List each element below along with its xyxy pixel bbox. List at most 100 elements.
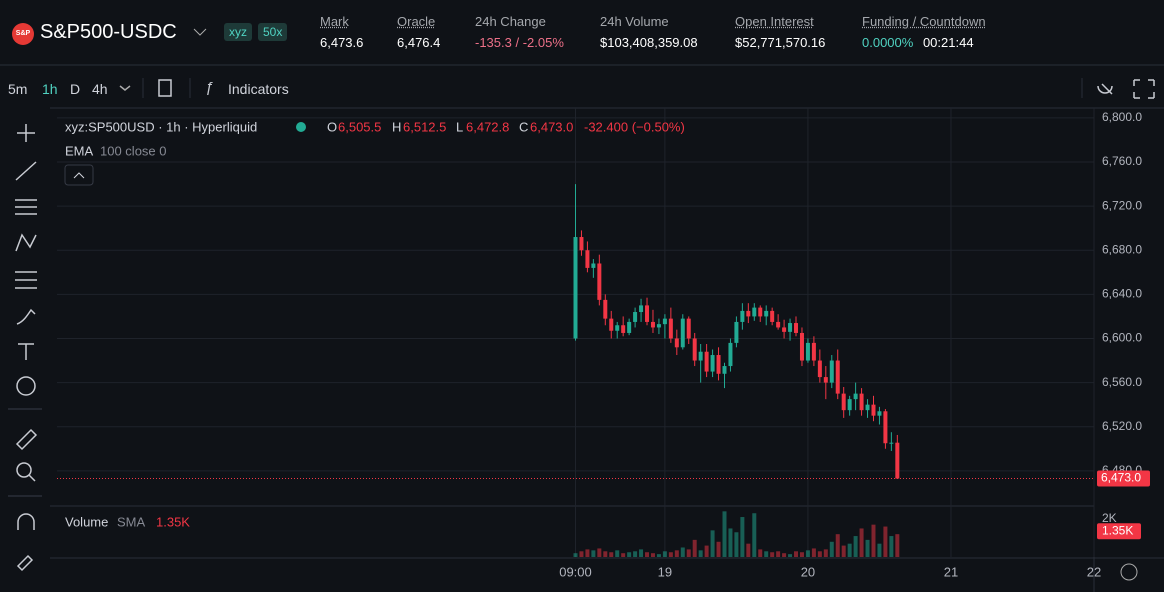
settings-icon[interactable] (1120, 563, 1138, 581)
stat-label: Mark (320, 14, 349, 29)
candle-body (645, 305, 650, 322)
volume-bar (734, 532, 739, 557)
candle-body (752, 307, 757, 317)
stat-label: Funding / Countdown (862, 14, 986, 29)
volume-bar (704, 545, 709, 557)
legend-close: 6,473.0 (530, 119, 573, 134)
y-tick-label: 6,760.0 (1102, 154, 1142, 168)
dropdown[interactable] (190, 22, 210, 42)
volume-tick-label: 2K (1102, 511, 1117, 525)
stat-value: 6,476.4 (397, 35, 441, 50)
volume-bar (865, 539, 870, 557)
volume-bar (698, 550, 703, 557)
volume-bar (776, 551, 781, 557)
candle-body (877, 411, 882, 416)
candle-body (829, 360, 834, 383)
stat-label: Open Interest (735, 14, 814, 29)
x-tick-label: 22 (1087, 564, 1101, 579)
y-tick-label: 6,600.0 (1102, 331, 1142, 345)
badge: 50x (258, 23, 288, 41)
volume-bar (656, 554, 661, 557)
volume-bar (710, 530, 715, 557)
volume-bar (895, 534, 900, 557)
candle-body (776, 321, 781, 328)
candle-body (740, 310, 745, 322)
volume-bar (829, 541, 834, 557)
candle-body (692, 338, 697, 361)
last-price-tag (1097, 470, 1150, 487)
volume-bar (770, 552, 775, 557)
stat-value: 6,473.6 (320, 35, 364, 50)
candle-body (621, 325, 626, 333)
volume-bar (692, 539, 697, 557)
y-tick-label: 6,560.0 (1102, 375, 1142, 389)
volume-bar (680, 547, 685, 557)
volume-bar (835, 534, 840, 557)
volume-bar (746, 543, 751, 557)
candle-body (883, 411, 888, 444)
interval[interactable]: 4h (92, 81, 108, 97)
candle-body (698, 351, 703, 361)
volume-bar (758, 549, 763, 557)
stat-value: $103,408,359.08 (600, 35, 698, 50)
volume-bar (645, 552, 650, 557)
volume-bar (811, 548, 816, 557)
volume-bar (877, 543, 882, 557)
sma-tag (1097, 523, 1141, 540)
candle-body (716, 355, 721, 374)
volume-bar (889, 536, 894, 557)
collapse-button[interactable] (64, 164, 94, 186)
candle-body (758, 307, 763, 317)
volume-bar (847, 543, 852, 557)
symbol[interactable]: S&P500-USDC (40, 21, 177, 43)
volume-bar (823, 549, 828, 557)
volume-bar (764, 551, 769, 557)
y-tick-label: 6,800.0 (1102, 110, 1142, 124)
candle-body (835, 360, 840, 394)
volume-bar (782, 553, 787, 557)
candle-body (579, 237, 584, 251)
volume-bar (621, 553, 626, 557)
legend-c: C (519, 119, 528, 134)
candle-body (847, 399, 852, 411)
interval[interactable]: D (70, 81, 81, 97)
stat-value: -135.3 / -2.05% (475, 35, 564, 50)
legend-change: -32.400 (−0.50%) (584, 119, 685, 134)
indicators-button[interactable]: Indicators (228, 81, 289, 97)
candle-body (710, 355, 715, 372)
candle-body (728, 342, 733, 367)
candle-body (674, 338, 679, 348)
volume-bar (740, 517, 745, 557)
candle-body (794, 323, 799, 333)
candle-body (817, 360, 822, 378)
candle-body (841, 393, 846, 411)
candle-body (871, 404, 876, 416)
candle-body (603, 299, 608, 319)
volume-indicator: SMA (117, 514, 146, 529)
candle-body (859, 393, 864, 411)
stat-value: 0.0000% (862, 35, 914, 50)
interval[interactable]: 5m (8, 81, 28, 97)
interval[interactable]: 1h (42, 81, 58, 97)
y-tick-label: 6,720.0 (1102, 198, 1142, 212)
candle-body (633, 312, 638, 322)
candle-body (853, 393, 858, 400)
volume-bar (722, 511, 727, 557)
candle-body (782, 327, 787, 332)
logo: S&P (12, 23, 34, 45)
stat-label: 24h Volume (600, 14, 669, 29)
countdown: 00:21:44 (922, 35, 974, 50)
y-tick-label: 6,520.0 (1102, 419, 1142, 433)
candle-body (615, 325, 620, 331)
volume-bar (728, 528, 733, 557)
volume-bar (841, 545, 846, 557)
x-tick-label: 20 (801, 564, 815, 579)
volume-bar (788, 554, 793, 557)
volume-bar (609, 552, 614, 557)
volume-bar (686, 549, 691, 557)
candle-body (823, 377, 828, 383)
volume-bar (883, 526, 888, 557)
left-tools (8, 79, 1155, 572)
stat-value: $52,771,570.16 (735, 35, 826, 50)
